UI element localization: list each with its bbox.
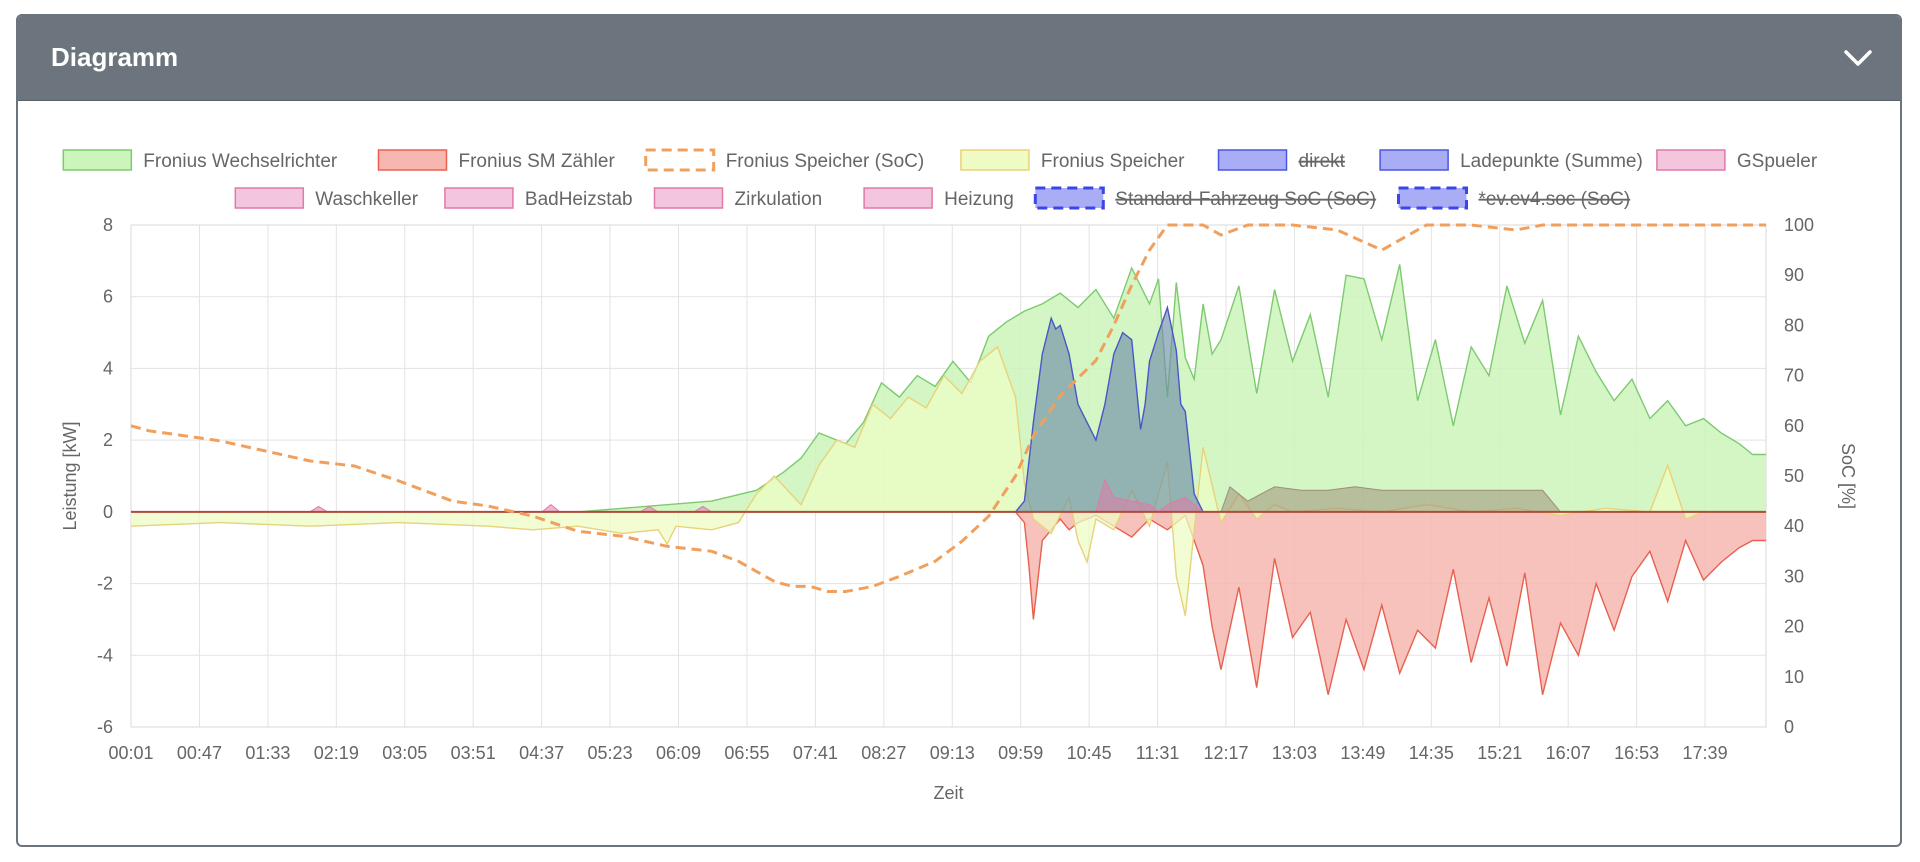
y-tick-label: 2	[103, 430, 113, 450]
ladepunkte-line	[1014, 304, 1204, 513]
y-tick-label: -2	[97, 574, 113, 594]
legend-label: direkt	[1299, 151, 1346, 172]
y2-tick-label: 90	[1784, 265, 1804, 285]
y2-tick-label: 80	[1784, 315, 1804, 335]
legend-item[interactable]: *ev.ev4.soc (SoC)	[1397, 186, 1631, 210]
x-tick-label: 03:51	[451, 743, 496, 763]
x-tick-label: 04:37	[519, 743, 564, 763]
x-tick-label: 15:21	[1477, 743, 1522, 763]
legend-label: Fronius Speicher	[1041, 151, 1185, 172]
consumer-area	[1220, 485, 1562, 513]
legend-swatch	[653, 187, 724, 209]
y-tick-label: 0	[103, 502, 113, 522]
legend-swatch	[1379, 149, 1449, 171]
legend-label: Waschkeller	[315, 189, 418, 210]
y2-tick-label: 100	[1784, 215, 1814, 235]
legend-label: Zirkulation	[735, 189, 823, 210]
x-tick-label: 17:39	[1683, 743, 1728, 763]
y-tick-label: 4	[103, 358, 113, 378]
y2-tick-label: 40	[1784, 516, 1804, 536]
x-tick-label: 09:59	[998, 743, 1043, 763]
legend-swatch	[644, 148, 716, 172]
legend-swatch	[377, 149, 448, 171]
legend-label: BadHeizstab	[525, 189, 633, 210]
x-tick-label: 14:35	[1409, 743, 1454, 763]
legend-swatch	[234, 187, 305, 209]
y-tick-label: 6	[103, 287, 113, 307]
y2-tick-label: 30	[1784, 566, 1804, 586]
series-area	[131, 511, 1766, 695]
x-axis-title: Zeit	[933, 783, 963, 803]
x-tick-label: 12:17	[1203, 743, 1248, 763]
x-tick-label: 01:33	[245, 743, 290, 763]
x-tick-label: 00:01	[108, 743, 153, 763]
x-tick-label: 11:31	[1136, 743, 1180, 763]
legend-item[interactable]: direkt	[1217, 149, 1346, 172]
legend-label: Standard-Fahrzeug SoC (SoC)	[1115, 189, 1376, 210]
legend-swatch	[1033, 186, 1105, 210]
legend-item[interactable]: Heizung	[863, 187, 1014, 210]
x-tick-label: 16:07	[1546, 743, 1591, 763]
y2-tick-label: 10	[1784, 667, 1804, 687]
x-tick-label: 06:55	[724, 743, 769, 763]
series-area	[131, 346, 1766, 616]
x-tick-label: 10:45	[1067, 743, 1112, 763]
legend-label: Fronius Wechselrichter	[143, 151, 338, 172]
legend-label: Fronius Speicher (SoC)	[726, 151, 925, 172]
legend-item[interactable]: Zirkulation	[653, 187, 823, 210]
ladepunkte-area	[1015, 307, 1204, 512]
legend-item[interactable]: Standard-Fahrzeug SoC (SoC)	[1033, 186, 1376, 210]
legend-label: GSpueler	[1737, 151, 1818, 172]
soc-line	[130, 223, 1766, 593]
y-axis-title: Leistung [kW]	[60, 421, 80, 530]
legend-item[interactable]: Fronius SM Zähler	[377, 149, 616, 172]
legend-swatch	[863, 187, 933, 209]
chart-legend: Fronius Wechselrichter Fronius SM Zähler F…	[62, 148, 1818, 210]
legend-item[interactable]: Fronius Wechselrichter	[62, 149, 338, 172]
chevron-down-icon[interactable]	[1838, 40, 1878, 76]
legend-swatch	[1397, 186, 1468, 210]
legend-label: *ev.ev4.soc (SoC)	[1479, 189, 1631, 210]
y-tick-label: -6	[97, 717, 113, 737]
legend-item[interactable]: Fronius Speicher	[960, 149, 1185, 172]
x-tick-label: 08:27	[861, 743, 906, 763]
y2-tick-label: 60	[1784, 416, 1804, 436]
card-title: Diagramm	[51, 42, 179, 72]
x-tick-label: 13:03	[1272, 743, 1317, 763]
chart-series	[130, 223, 1766, 695]
legend-swatch	[1217, 149, 1288, 171]
x-tick-label: 07:41	[793, 743, 838, 763]
x-tick-label: 00:47	[177, 743, 222, 763]
legend-item[interactable]: Ladepunkte (Summe)	[1379, 149, 1643, 172]
legend-swatch	[444, 187, 514, 209]
legend-swatch	[960, 149, 1030, 171]
series-line	[131, 264, 1766, 513]
x-tick-label: 13:49	[1340, 743, 1385, 763]
y2-axis-title: SoC [%]	[1838, 443, 1858, 509]
y2-tick-label: 20	[1784, 617, 1804, 637]
legend-item[interactable]: Waschkeller	[234, 187, 419, 210]
legend-item[interactable]: Fronius Speicher (SoC)	[644, 148, 925, 172]
legend-swatch	[1656, 149, 1726, 171]
legend-label: Ladepunkte (Summe)	[1460, 151, 1643, 172]
y-tick-label: -4	[97, 645, 113, 665]
y2-tick-label: 50	[1784, 466, 1804, 486]
legend-item[interactable]: BadHeizstab	[444, 187, 633, 210]
x-tick-label: 09:13	[930, 743, 975, 763]
x-tick-label: 02:19	[314, 743, 359, 763]
legend-label: Heizung	[944, 189, 1014, 210]
legend-item[interactable]: GSpueler	[1656, 149, 1818, 172]
y2-tick-label: 70	[1784, 366, 1804, 386]
x-tick-label: 03:05	[382, 743, 427, 763]
card-header[interactable]: Diagramm	[18, 16, 1900, 101]
y-tick-label: 8	[103, 215, 113, 235]
x-tick-label: 05:23	[588, 743, 633, 763]
x-tick-label: 16:53	[1614, 743, 1659, 763]
legend-label: Fronius SM Zähler	[459, 151, 616, 172]
y2-tick-label: 0	[1784, 717, 1794, 737]
legend-swatch	[62, 149, 133, 171]
x-tick-label: 06:09	[656, 743, 701, 763]
